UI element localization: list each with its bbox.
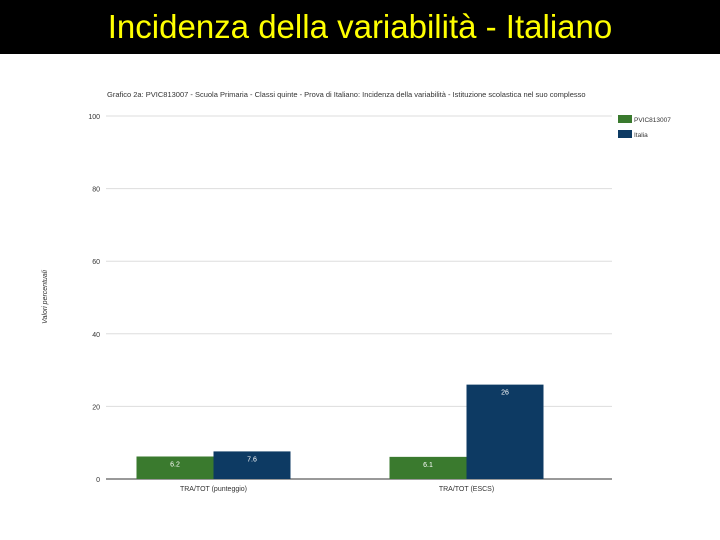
bar-0-0 bbox=[136, 456, 214, 479]
x-tick-label-1: TRA/TOT (ESCS) bbox=[439, 486, 494, 493]
legend-label-1: Italia bbox=[634, 132, 648, 139]
y-tick-label-40: 40 bbox=[92, 332, 100, 339]
legend-swatch-0 bbox=[618, 115, 632, 123]
y-tick-label-80: 80 bbox=[92, 187, 100, 194]
y-tick-label-60: 60 bbox=[92, 259, 100, 266]
slide-title: Incidenza della variabilità - Italiano bbox=[107, 8, 613, 45]
data-label-0-0: 6.2 bbox=[170, 461, 180, 468]
y-axis-label: Valori percentuali bbox=[42, 270, 49, 324]
chart-title: Grafico 2a: PVIC813007 - Scuola Primaria… bbox=[107, 90, 586, 99]
bars: 6.2 7.6 6.1 26 bbox=[136, 384, 544, 479]
legend: PVIC813007 Italia bbox=[618, 115, 671, 139]
y-tick-labels: 0 20 40 60 80 100 bbox=[88, 114, 100, 484]
data-label-1-1: 26 bbox=[501, 390, 509, 397]
y-tick-label-0: 0 bbox=[96, 477, 100, 484]
y-tick-label-100: 100 bbox=[88, 114, 100, 121]
bar-1-0 bbox=[213, 451, 291, 479]
x-tick-label-0: TRA/TOT (punteggio) bbox=[180, 486, 247, 493]
y-tick-label-20: 20 bbox=[92, 404, 100, 411]
data-label-0-1: 6.1 bbox=[423, 462, 433, 469]
x-tick-labels: TRA/TOT (punteggio) TRA/TOT (ESCS) bbox=[180, 486, 494, 493]
bar-1-1 bbox=[466, 384, 544, 479]
legend-label-0: PVIC813007 bbox=[634, 117, 671, 124]
bar-0-1 bbox=[389, 456, 467, 479]
slide-title-bar: Incidenza della variabilità - Italiano bbox=[0, 0, 720, 54]
data-label-1-0: 7.6 bbox=[247, 456, 257, 463]
legend-swatch-1 bbox=[618, 130, 632, 138]
